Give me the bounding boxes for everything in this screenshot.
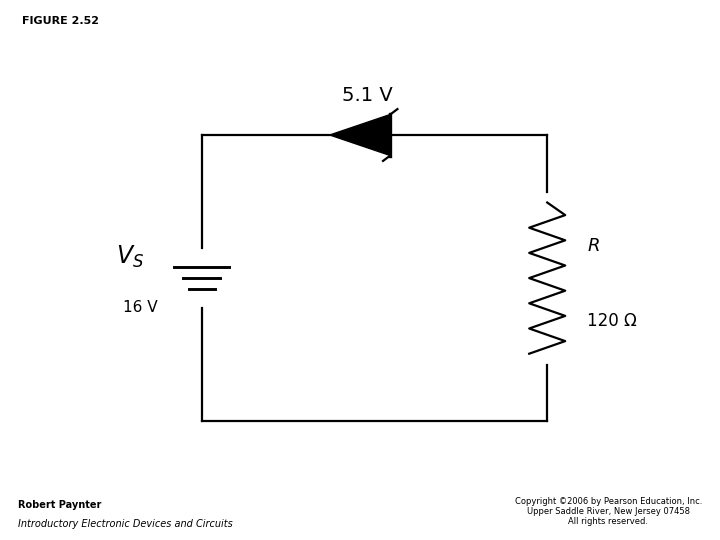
Text: 16 V: 16 V — [123, 300, 158, 315]
Text: 5.1 V: 5.1 V — [342, 86, 392, 105]
Text: FIGURE 2.52: FIGURE 2.52 — [22, 16, 99, 26]
Text: Introductory Electronic Devices and Circuits: Introductory Electronic Devices and Circ… — [18, 519, 233, 529]
Text: $R$: $R$ — [587, 237, 600, 255]
Text: Copyright ©2006 by Pearson Education, Inc.
Upper Saddle River, New Jersey 07458
: Copyright ©2006 by Pearson Education, In… — [515, 497, 702, 526]
Polygon shape — [330, 114, 390, 156]
Text: Robert Paynter: Robert Paynter — [18, 500, 102, 510]
Text: $V_S$: $V_S$ — [115, 244, 144, 269]
Text: 120 Ω: 120 Ω — [587, 312, 636, 330]
